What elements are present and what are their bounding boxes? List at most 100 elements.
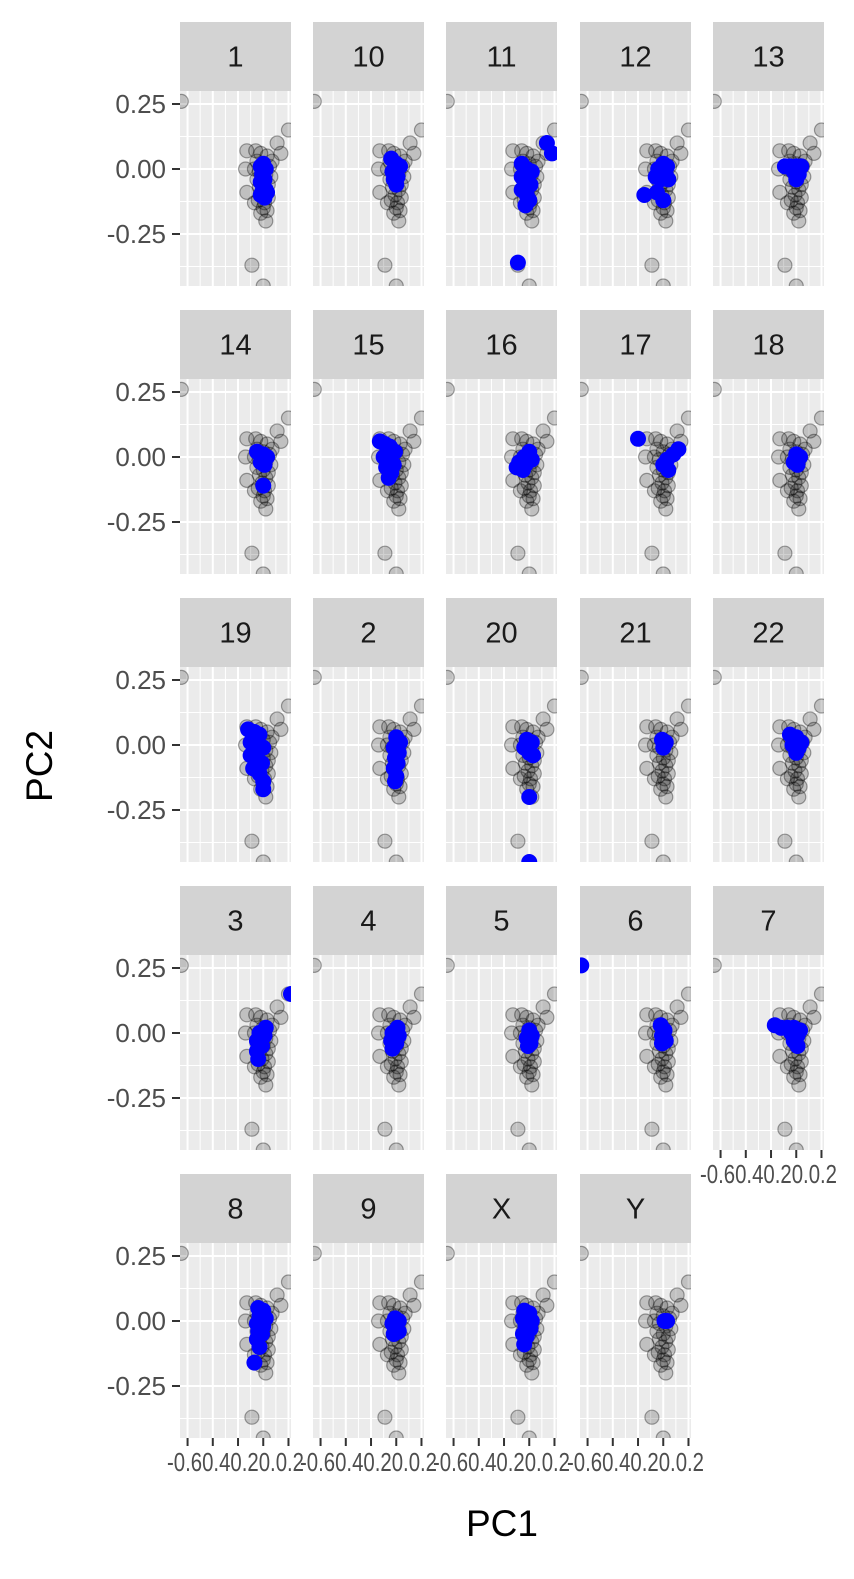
highlight-point: [246, 1354, 263, 1371]
background-point: [503, 1025, 520, 1041]
background-point: [505, 1007, 521, 1023]
background-point: [255, 566, 271, 574]
panel-background: [180, 379, 291, 574]
highlight-point: [789, 1038, 806, 1054]
background-point: [402, 423, 418, 439]
highlight-point: [255, 477, 272, 494]
background-point: [653, 1069, 669, 1085]
background-point: [680, 1274, 691, 1290]
background-point: [650, 480, 666, 496]
background-point: [649, 1323, 665, 1340]
background-point: [521, 278, 537, 286]
background-point: [813, 410, 824, 426]
background-point: [510, 833, 526, 849]
background-point: [788, 1142, 804, 1150]
highlight-point: [789, 456, 806, 473]
background-point: [273, 721, 289, 738]
facet-panel-3: 3: [180, 886, 291, 1150]
background-point: [516, 1056, 532, 1072]
background-point: [713, 669, 722, 685]
background-point: [793, 478, 809, 494]
highlight-point: [521, 789, 538, 805]
background-point: [370, 737, 387, 753]
background-point: [248, 143, 264, 159]
background-point: [644, 1121, 660, 1137]
background-point: [535, 1287, 551, 1303]
background-point: [526, 478, 542, 494]
facet-panel-9: 9: [313, 1174, 424, 1438]
highlight-point: [514, 462, 531, 478]
facet-strip-label: 2: [360, 618, 376, 650]
background-point: [786, 205, 802, 221]
highlight-point: [636, 187, 653, 203]
y-tick-label: 0.00: [115, 1306, 166, 1336]
background-point: [180, 1245, 189, 1261]
facet-panel-7: 7: [713, 886, 824, 1150]
background-point: [516, 768, 532, 784]
background-point: [580, 669, 589, 685]
background-point: [654, 1051, 670, 1067]
background-point: [377, 257, 393, 273]
background-point: [388, 566, 404, 574]
background-point: [386, 1357, 402, 1373]
background-point: [639, 719, 655, 735]
background-point: [413, 1274, 424, 1290]
background-point: [535, 711, 551, 727]
highlight-point: [380, 469, 397, 486]
facet-strip-label: 21: [619, 618, 651, 650]
facet-panel-16: 16: [446, 310, 557, 574]
x-axes: -0.60.40.20.0.2-0.60.40.20.0.2-0.60.40.2…: [167, 1150, 837, 1477]
background-point: [516, 480, 532, 496]
y-axes: 0.25 0.00 -0.25 0.25 0.00 -0.25 0.25 0.00 -0.25 0…: [107, 89, 180, 1401]
background-point: [388, 1430, 404, 1438]
background-point: [655, 1430, 671, 1438]
background-point: [379, 1347, 396, 1363]
background-point: [772, 472, 788, 488]
background-point: [649, 441, 665, 457]
background-point: [392, 1066, 408, 1083]
background-point: [255, 278, 271, 286]
background-point: [525, 1066, 541, 1083]
facet-panel-Y: Y: [580, 1174, 691, 1438]
background-point: [658, 758, 674, 774]
background-point: [806, 721, 822, 738]
background-point: [673, 1009, 689, 1026]
background-point: [660, 1053, 676, 1070]
panel-background: [180, 955, 291, 1150]
background-point: [512, 1059, 529, 1075]
background-point: [248, 1007, 264, 1023]
background-point: [669, 135, 685, 151]
panel-background: [313, 1243, 424, 1438]
background-point: [372, 1048, 388, 1065]
facet-strip: [180, 310, 291, 379]
background-point: [253, 493, 269, 509]
background-point: [654, 763, 670, 779]
highlight-point: [516, 1336, 533, 1353]
background-point: [770, 449, 787, 465]
background-point: [669, 1287, 685, 1303]
y-tick-label: 0.00: [115, 154, 166, 184]
background-point: [413, 122, 424, 138]
facet-strip: [180, 598, 291, 667]
background-point: [546, 122, 557, 138]
background-point: [791, 1077, 807, 1093]
background-point: [255, 1142, 271, 1150]
background-point: [512, 483, 529, 499]
background-point: [659, 1066, 675, 1083]
facet-panel-21: 21: [580, 598, 691, 862]
background-point: [180, 381, 189, 397]
background-point: [646, 483, 663, 499]
background-point: [787, 475, 803, 491]
background-point: [524, 1077, 540, 1093]
background-point: [521, 566, 537, 574]
background-point: [639, 1336, 655, 1353]
highlight-point: [283, 986, 291, 1002]
background-point: [772, 143, 788, 159]
background-point: [521, 1430, 537, 1438]
background-point: [639, 1007, 655, 1023]
background-point: [655, 278, 671, 286]
background-point: [655, 776, 671, 792]
background-point: [239, 472, 255, 488]
background-point: [269, 1287, 285, 1303]
background-point: [539, 721, 555, 738]
